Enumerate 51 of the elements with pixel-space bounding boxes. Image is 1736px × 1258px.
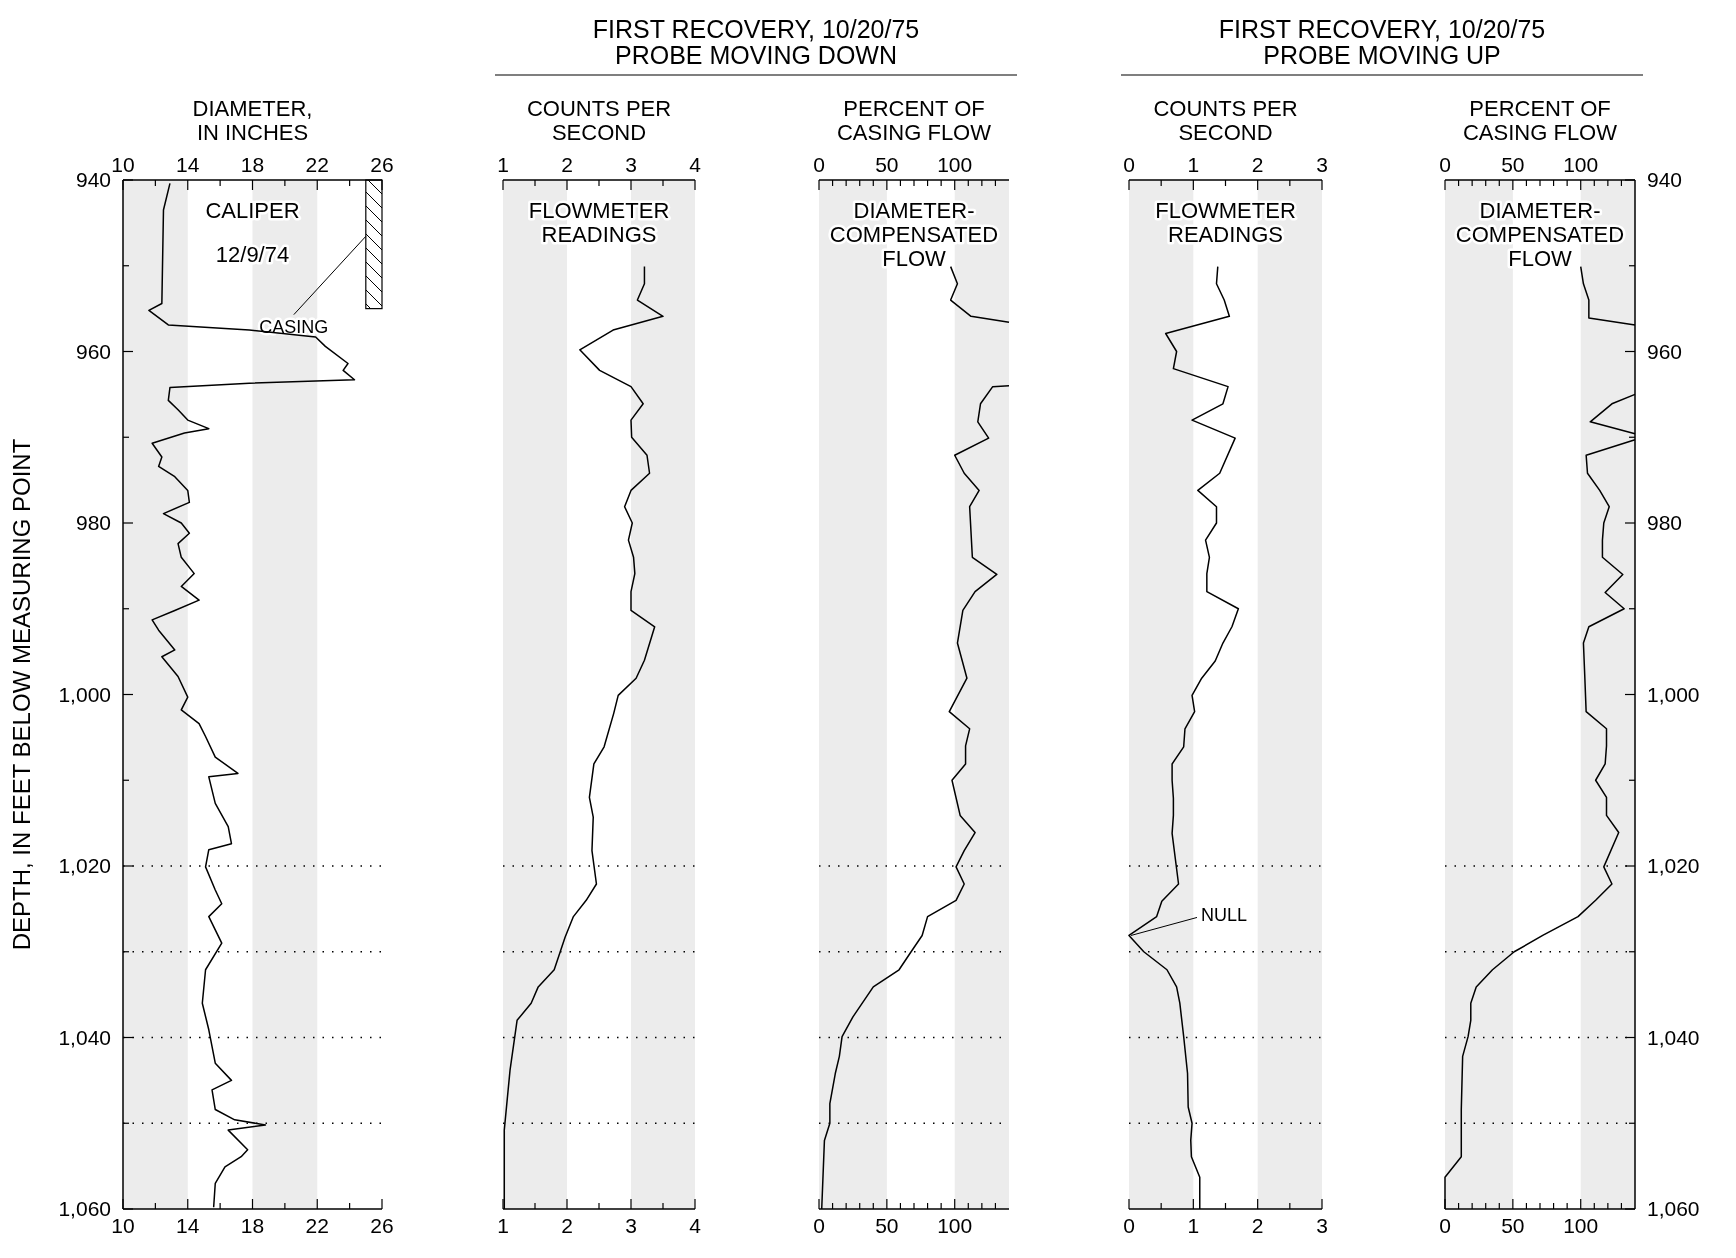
y-axis-title: DEPTH, IN FEET BELOW MEASURING POINT	[8, 438, 35, 951]
x-tick-label: 0	[813, 153, 825, 176]
text: FIRST RECOVERY, 10/20/75	[592, 15, 920, 43]
x-tick-label: 100	[937, 153, 973, 176]
x2-axis-title: PERCENT OF CASING FLOW	[1462, 96, 1618, 145]
y2-tick-label: 1,060	[1647, 1197, 1700, 1220]
y-tick-label: 980	[75, 511, 111, 534]
y2-tick-label: 980	[1647, 511, 1683, 534]
y-tick-label: 1,000	[58, 682, 111, 706]
annotation: 12/9/74	[215, 242, 290, 267]
annotation: FLOWMETER READINGS	[1155, 198, 1296, 247]
x-tick-label: 2	[561, 153, 573, 176]
y2-tick-label: 1,000	[1647, 682, 1700, 706]
band-label: CASING	[259, 316, 329, 337]
x-tick-label: 10	[111, 153, 135, 176]
y2-tick-label: 1,020	[1647, 854, 1700, 877]
x-tick-label: 0	[1439, 1214, 1451, 1237]
y2-tick-label: 1,040	[1647, 1025, 1700, 1049]
y-tick-label: 1,040	[58, 1025, 111, 1049]
x2-axis-title: COUNTS PER SECOND	[526, 96, 672, 145]
y-tick-label: 1,060	[58, 1197, 111, 1220]
x-tick-label: 2	[1251, 153, 1264, 176]
x-tick-label: 1	[497, 153, 509, 176]
x2-axis-title: COUNTS PER SECOND	[1153, 96, 1298, 145]
x-tick-label: 0	[1123, 153, 1135, 176]
annotation: NULL	[1201, 905, 1248, 926]
x-tick-label: 50	[875, 153, 899, 176]
y2-tick-label: 940	[1647, 168, 1683, 191]
y2-tick-label: 960	[1647, 339, 1683, 363]
x2-axis-title: PERCENT OF CASING FLOW	[836, 96, 992, 145]
x2-axis-title: DIAMETER, IN INCHES	[192, 96, 313, 145]
y-tick-label: 940	[75, 168, 111, 191]
annotation: DIAMETER- COMPENSATED FLOW	[1455, 198, 1625, 271]
x-tick-label: 100	[1563, 1214, 1599, 1237]
x-tick-label: 18	[240, 153, 265, 176]
x-tick-label: 26	[370, 153, 394, 176]
x-tick-label: 14	[176, 153, 200, 176]
y-tick-label: 1,020	[58, 854, 111, 877]
text: PROBE MOVING UP	[1263, 41, 1501, 69]
x-tick-label: 4	[689, 153, 702, 176]
x-tick-label: 1	[1187, 153, 1200, 176]
x-tick-label: 22	[305, 153, 329, 176]
y-tick-label: 960	[75, 339, 111, 363]
x-tick-label: 3	[1316, 153, 1328, 176]
annotation: DIAMETER- COMPENSATED FLOW	[829, 198, 999, 271]
x-tick-label: 3	[625, 153, 637, 176]
x-tick-label: 50	[1501, 1214, 1525, 1237]
annotation: FLOWMETER READINGS	[528, 198, 670, 247]
annotation: CALIPER	[205, 198, 300, 223]
text: FIRST RECOVERY, 10/20/75	[1218, 15, 1546, 43]
text: PROBE MOVING DOWN	[615, 41, 897, 69]
